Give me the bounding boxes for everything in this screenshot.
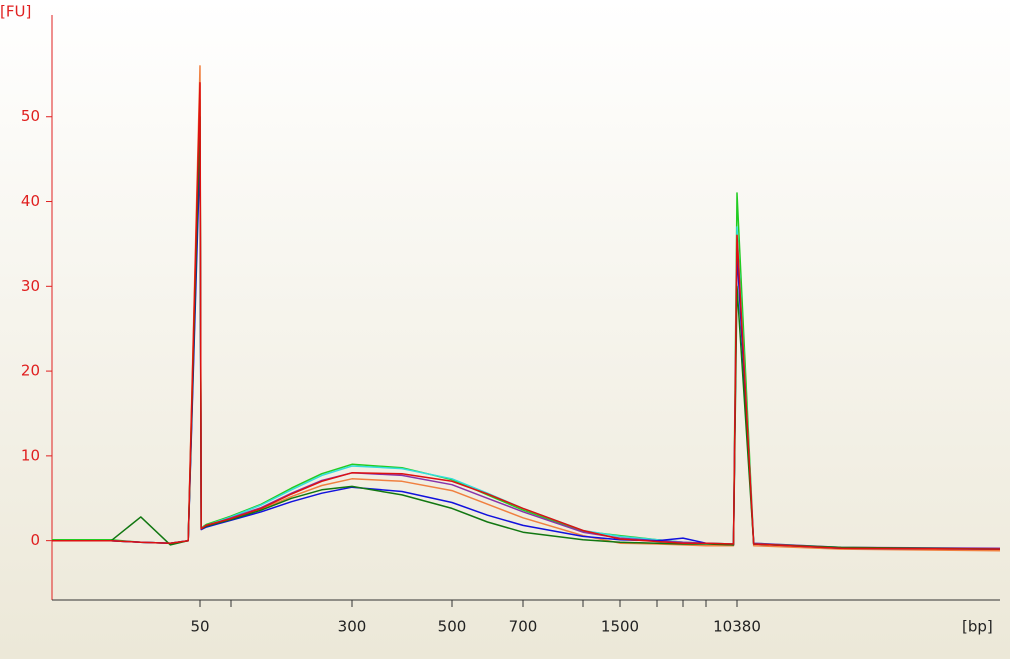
x-tick-label: 500: [438, 618, 467, 636]
y-tick-label: 30: [21, 277, 40, 295]
x-tick-label: 300: [338, 618, 367, 636]
x-tick-label: 700: [509, 618, 538, 636]
y-tick-label: 20: [21, 362, 40, 380]
x-tick-label: 50: [190, 618, 209, 636]
y-tick-label: 40: [21, 192, 40, 210]
x-tick-label: 10380: [713, 618, 761, 636]
y-axis-label: [FU]: [0, 3, 31, 21]
y-tick-label: 50: [21, 107, 40, 125]
x-tick-label: 1500: [601, 618, 639, 636]
y-tick-label: 0: [30, 531, 40, 549]
trace: [52, 82, 1001, 550]
x-axis-label: [bp]: [962, 618, 993, 636]
y-tick-label: 10: [21, 446, 40, 464]
